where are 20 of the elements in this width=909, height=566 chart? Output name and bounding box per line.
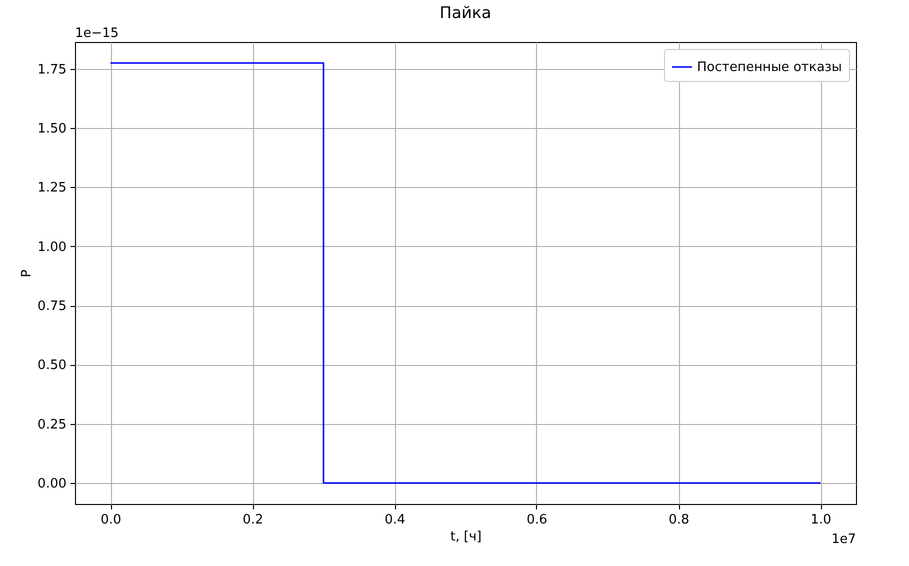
chart-title: Пайка <box>440 3 492 22</box>
x-tick-label: 0.6 <box>526 512 548 528</box>
y-tick-label: 1.75 <box>38 62 66 78</box>
text: 1e−15 <box>75 26 119 41</box>
x-tick-label: 0.8 <box>668 512 690 528</box>
legend-label: Постепенные отказы <box>697 60 842 75</box>
y-tick-label: 1.50 <box>38 122 66 137</box>
x-axis-title: t, [ч] <box>450 530 482 544</box>
x-tick-label: 0.2 <box>242 512 264 528</box>
y-tick-label: 0.50 <box>38 358 66 374</box>
y-tick-label: 1.25 <box>38 180 66 196</box>
text: 1e7 <box>831 532 856 547</box>
x-tick-label: 0.4 <box>384 512 406 528</box>
y-tick-label: 0.75 <box>38 299 66 314</box>
x-tick-label: 0.0 <box>100 512 122 528</box>
y-axis-title: P <box>20 269 35 278</box>
x-tick-label: 1.0 <box>810 512 832 528</box>
y-tick-label: 0.25 <box>38 417 66 432</box>
y-tick-label: 0.00 <box>38 476 66 492</box>
y-tick-label: 1.00 <box>38 240 66 255</box>
